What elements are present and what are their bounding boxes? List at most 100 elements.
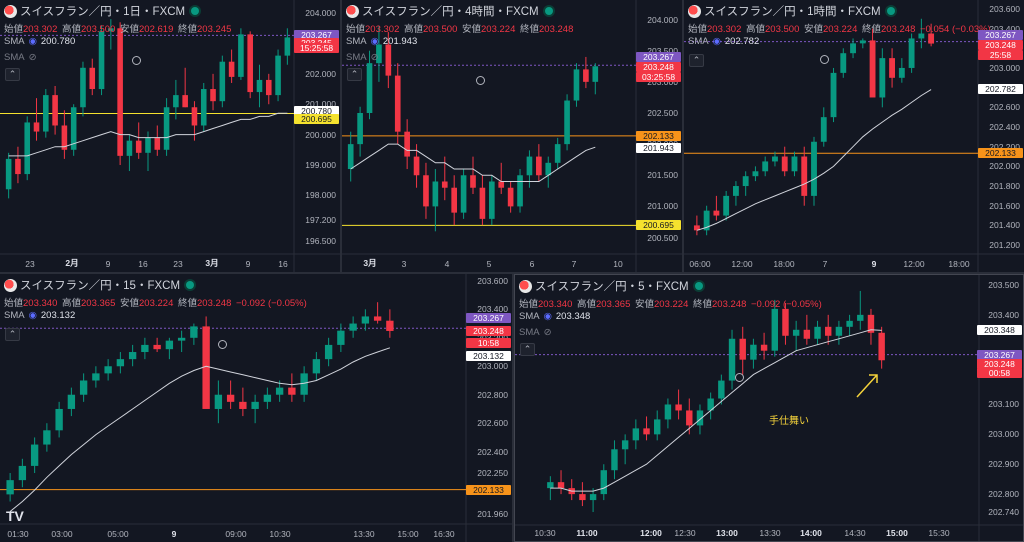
price-tag[interactable]: 203.245 <box>294 37 339 48</box>
chart-panel-15m[interactable]: スイスフラン／円・15・FXCM 始値203.340 高値203.365 安値2… <box>0 274 512 542</box>
symbol-title[interactable]: スイスフラン／円・4時間・FXCM <box>362 6 539 18</box>
candle-body <box>782 308 789 336</box>
price-tag[interactable]: 203.248 <box>636 61 681 72</box>
sma-settings-icon[interactable]: ◉ <box>28 36 37 47</box>
sma-legend[interactable]: SMA ◉ 202.782 <box>688 36 759 47</box>
sma-legend[interactable]: SMA ◉ 201.943 <box>346 36 417 47</box>
candle-body <box>579 494 586 501</box>
price-tag[interactable]: 203.267 <box>294 30 339 41</box>
price-tag[interactable]: 200.780 <box>294 105 339 116</box>
price-tag[interactable]: 15:25:58 <box>294 43 339 54</box>
eye-hidden-icon[interactable]: ⊘ <box>543 327 552 338</box>
sma-legend[interactable]: SMA ◉ 203.132 <box>4 310 75 321</box>
price-tag[interactable]: 202.133 <box>636 130 681 141</box>
price-tag[interactable]: 00:58 <box>977 368 1022 379</box>
symbol-title[interactable]: スイスフラン／円・15・FXCM <box>20 280 181 292</box>
sma-settings-icon[interactable]: ◉ <box>370 36 379 47</box>
price-tag[interactable]: 202.133 <box>466 484 511 495</box>
y-axis-tick-label: 202.600 <box>477 418 508 429</box>
sma-settings-icon[interactable]: ◉ <box>712 36 721 47</box>
price-tag[interactable]: 203.248 <box>978 40 1023 51</box>
x-axis-tick-label: 14:30 <box>844 528 866 538</box>
candle-body <box>507 187 514 207</box>
price-tag[interactable]: 203.267 <box>977 350 1022 361</box>
candle-body <box>441 181 448 188</box>
candle-body <box>498 181 505 188</box>
candle-body <box>357 112 363 145</box>
sma-settings-icon[interactable]: ◉ <box>28 310 37 321</box>
symbol-title[interactable]: スイスフラン／円・5・FXCM <box>535 281 689 293</box>
price-tag[interactable]: 200.695 <box>636 220 681 231</box>
chart-canvas[interactable] <box>684 0 1024 272</box>
candle-body <box>202 326 210 409</box>
price-tag[interactable]: 203.267 <box>466 312 511 323</box>
chart-canvas[interactable] <box>0 0 340 272</box>
sma-legend[interactable]: SMA ◉ 200.780 <box>4 36 75 47</box>
x-axis-tick-label: 3 <box>401 259 407 269</box>
chart-panel-5m[interactable]: スイスフラン／円・5・FXCM 始値203.340 高値203.365 安値20… <box>514 274 1024 542</box>
chart-canvas[interactable] <box>515 275 1024 542</box>
x-axis-tick-label: 16:30 <box>433 529 455 539</box>
symbol-title[interactable]: スイスフラン／円・1時間・FXCM <box>704 6 881 18</box>
low-value: 203.224 <box>654 299 689 310</box>
symbol-title[interactable]: スイスフラン／円・1日・FXCM <box>20 6 186 18</box>
price-tag[interactable]: 203.132 <box>466 351 511 362</box>
collapse-legend-button[interactable]: ⌃ <box>5 68 20 81</box>
symbol-logo-icon <box>4 278 17 292</box>
price-tag[interactable]: 03:25:58 <box>636 71 681 82</box>
y-axis-tick-label: 204.000 <box>305 8 336 19</box>
eye-hidden-icon[interactable]: ⊘ <box>28 52 37 63</box>
chart-panel-4h[interactable]: スイスフラン／円・4時間・FXCM 始値203.302 高値203.500 安値… <box>342 0 682 272</box>
alert-clock-icon[interactable] <box>132 56 141 65</box>
x-axis-tick-label: 16 <box>138 259 148 269</box>
x-axis-tick-label: 10:30 <box>534 528 556 538</box>
candle-body <box>859 40 866 44</box>
sma-label: SMA <box>346 52 367 63</box>
alert-clock-icon[interactable] <box>820 55 829 64</box>
alert-clock-icon[interactable] <box>218 340 227 349</box>
price-tag[interactable]: 202.782 <box>978 84 1023 95</box>
sma-hidden-legend[interactable]: SMA ⊘ <box>519 327 552 338</box>
price-tag[interactable]: 202.133 <box>978 148 1023 159</box>
collapse-legend-button[interactable]: ⌃ <box>5 328 20 341</box>
price-tag[interactable]: 203.348 <box>977 325 1022 336</box>
chart-panel-1h[interactable]: スイスフラン／円・1時間・FXCM 始値203.302 高値203.500 安値… <box>684 0 1024 272</box>
collapse-legend-button[interactable]: ⌃ <box>689 54 704 67</box>
chart-canvas[interactable] <box>0 274 512 542</box>
alert-clock-icon[interactable] <box>735 373 744 382</box>
candle-body <box>792 329 800 336</box>
candle-body <box>707 398 714 411</box>
candle-body <box>275 55 281 96</box>
candle-body <box>376 44 382 64</box>
candle-body <box>830 72 837 118</box>
sma-hidden-legend[interactable]: SMA ⊘ <box>4 52 37 63</box>
sma-settings-icon[interactable]: ◉ <box>543 311 552 322</box>
price-tag[interactable]: 201.943 <box>636 142 681 153</box>
x-axis-tick-label: 9 <box>245 259 251 269</box>
price-tag[interactable]: 25:58 <box>978 50 1023 61</box>
alert-clock-icon[interactable] <box>476 76 485 85</box>
candle-body <box>564 100 570 145</box>
candle-body <box>460 175 467 213</box>
price-tag[interactable]: 203.267 <box>636 51 681 62</box>
eye-hidden-icon[interactable]: ⊘ <box>370 52 379 63</box>
tradingview-logo[interactable]: TV <box>6 508 24 524</box>
y-axis-tick-label: 203.200 <box>477 333 508 343</box>
close-value: 203.248 <box>712 299 747 310</box>
candle-body <box>288 387 296 395</box>
candle-body <box>275 387 284 395</box>
price-tag[interactable]: 203.248 <box>466 325 511 336</box>
sma-legend[interactable]: SMA ◉ 203.348 <box>519 311 590 322</box>
candle-body <box>394 75 401 132</box>
close-label: 終値 <box>693 299 713 310</box>
chart-panel-daily[interactable]: スイスフラン／円・1日・FXCM 始値203.302 高値203.500 安値2… <box>0 0 340 272</box>
price-tag[interactable]: 10:58 <box>466 338 511 349</box>
y-axis-tick-label: 203.500 <box>988 279 1019 290</box>
price-tag[interactable]: 200.695 <box>294 114 339 125</box>
collapse-legend-button[interactable]: ⌃ <box>347 68 362 81</box>
candle-body <box>300 373 308 395</box>
collapse-legend-button[interactable]: ⌃ <box>520 343 535 356</box>
price-tag[interactable]: 203.248 <box>977 359 1022 370</box>
price-tag[interactable]: 203.267 <box>978 30 1023 41</box>
sma-hidden-legend[interactable]: SMA ⊘ <box>346 52 379 63</box>
